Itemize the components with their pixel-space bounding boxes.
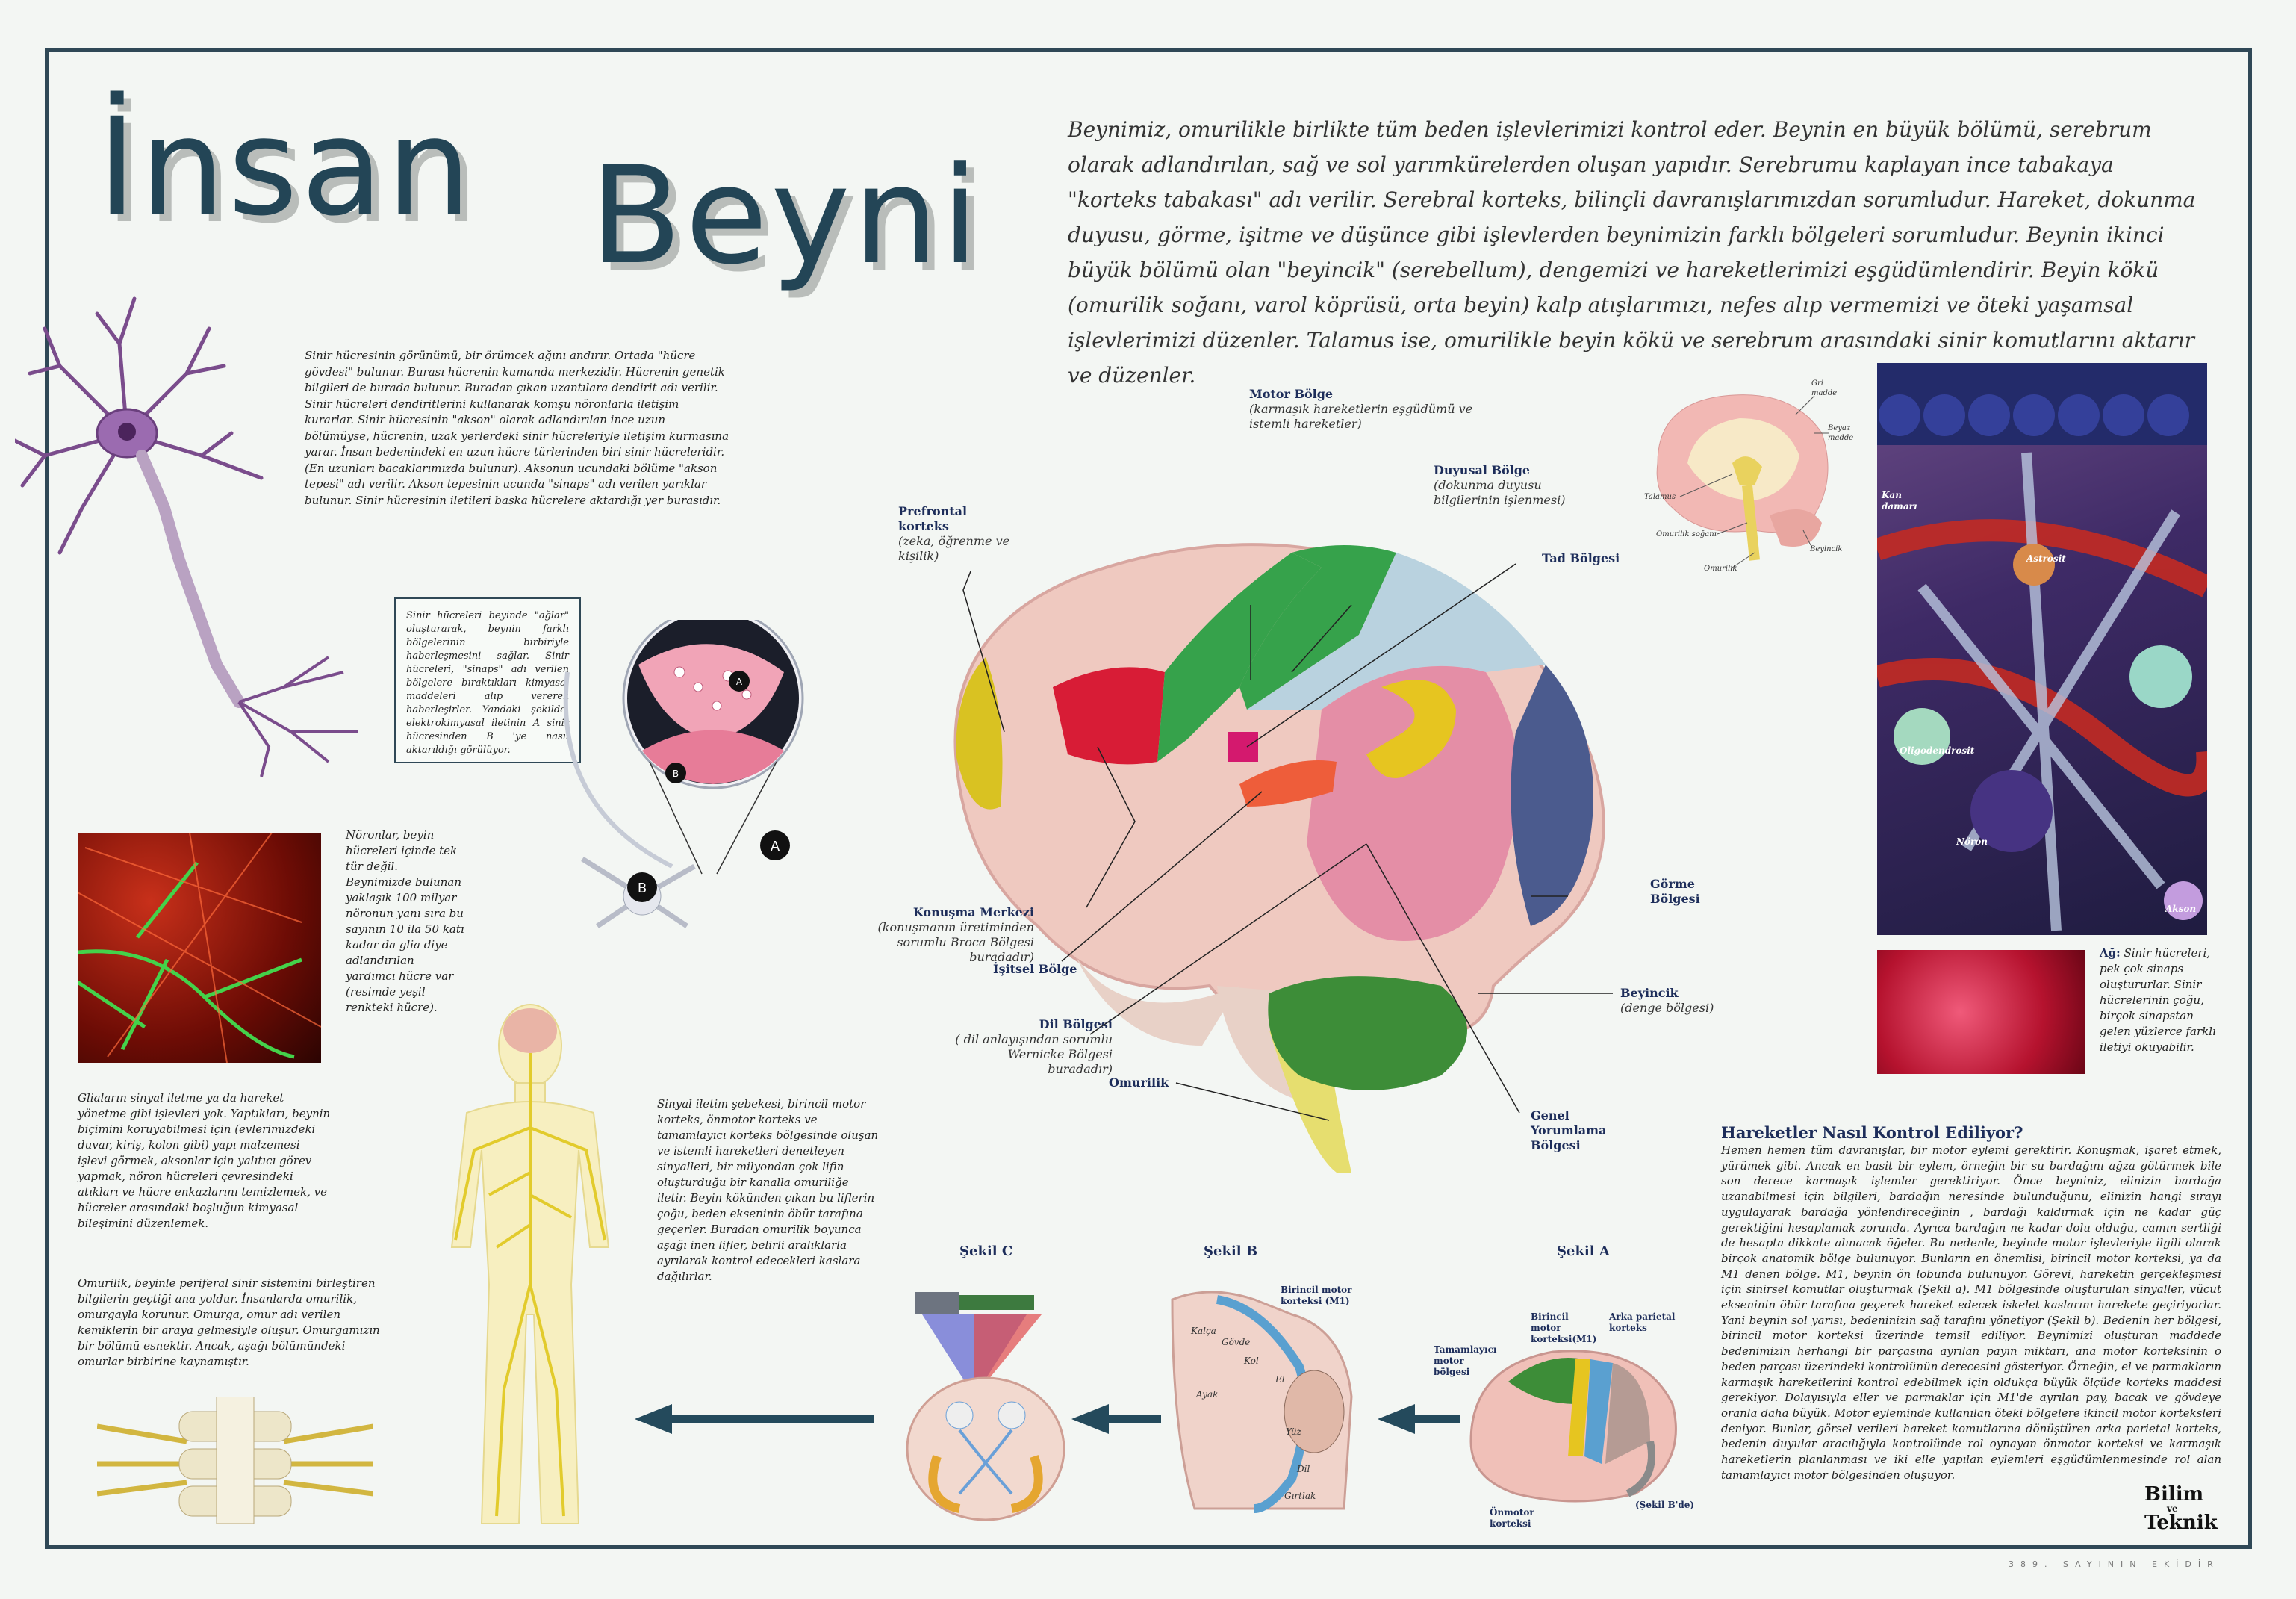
section-label-omurilik-sogani: Omurilik soğanı [1656, 530, 1717, 538]
label-gorme: Görme Bölgesi [1650, 877, 1700, 906]
fig-b-label-dil: Dil [1297, 1464, 1310, 1474]
figure-c-label: Şekil C [959, 1244, 1013, 1259]
synapse-info-text: Sinir hücreleri beyinde "ağlar" oluştura… [406, 610, 569, 756]
fig-a-label-tamam: Tamamlayıcı motor bölgesi [1434, 1344, 1497, 1377]
label-tad: Tad Bölgesi [1542, 551, 1620, 565]
synapse-label-b-small: B [673, 769, 679, 779]
nervous-system-body [450, 1004, 610, 1524]
leader-tad [1246, 563, 1516, 748]
figure-c-illustration [906, 1292, 1065, 1521]
figure-b-label: Şekil B [1204, 1244, 1258, 1259]
neuron-b-marker [627, 872, 657, 902]
poster-frame [45, 48, 2252, 1549]
neurons-count-text: Nöronlar, beyin hücreleri içinde tek tür… [346, 828, 464, 1014]
logo-line1: Bilim [2144, 1483, 2204, 1506]
neuron-a-marker [760, 830, 790, 860]
figure-a-illustration [1469, 1350, 1677, 1503]
tissue-label-astrosit: Astrosit [2026, 553, 2066, 564]
fig-b-label-ayak: Ayak [1196, 1389, 1219, 1400]
title-word-beyni: Beyni [590, 138, 982, 294]
arrow-a-to-b [1378, 1404, 1460, 1434]
label-genel: Genel Yorumlama Bölgesi [1531, 1108, 1607, 1152]
label-beyincik: Beyincik (denge bölgesi) [1620, 986, 1714, 1015]
tissue-label-oligo: Oligodendrosit [1900, 745, 1975, 756]
synapse-label-a: A [771, 839, 780, 854]
fig-b-label-m1: Birincil motor korteksi (M1) [1281, 1285, 1352, 1306]
fig-b-label-yuz: Yüz [1286, 1426, 1301, 1437]
label-isitsel: İşitsel Bölge [993, 962, 1077, 976]
section-label-omurilik: Omurilik [1704, 565, 1737, 573]
logo-ve: ve [2167, 1503, 2178, 1514]
label-konusma: Konuşma Merkezi (konuşmanın üretiminden s… [877, 905, 1035, 964]
bilim-teknik-logo: Bilim ve Teknik [2144, 1485, 2219, 1533]
movement-body: Hemen hemen tüm davranışlar, bir motor e… [1721, 1143, 2221, 1482]
leader-prefrontal [962, 571, 1005, 733]
figure-a-label: Şekil A [1557, 1244, 1610, 1259]
fig-a-label-sekil-b: (Şekil B'de) [1635, 1500, 1695, 1510]
fig-b-label-girtlak: Gırtlak [1284, 1491, 1316, 1501]
label-prefrontal: Prefrontal korteks (zeka, öğrenme ve kişi… [898, 504, 1010, 563]
section-label-beyaz: Beyaz madde [1828, 424, 1854, 442]
neuron-description: Sinir hücresinin görünümü, bir örümcek a… [305, 349, 729, 507]
arrow-c-to-b [1071, 1404, 1161, 1434]
fig-a-label-onmotor: Önmotor korteksi [1490, 1507, 1534, 1529]
network-micrograph [1877, 950, 2085, 1074]
spinal-cord-text: Omurilik, beyinle periferal sinir sistem… [78, 1276, 380, 1368]
footer-text: 389. SAYININ EKİDİR [2009, 1559, 2220, 1569]
label-motor: Motor Bölge (karmaşık hareketlerin eşgüdü… [1249, 387, 1473, 431]
leader-omurilik [1175, 1082, 1330, 1121]
leader-genel [1366, 843, 1520, 1114]
brain-section-diagram [1656, 394, 1829, 568]
leader-konusma [1086, 746, 1136, 908]
figure-b-illustration [1171, 1291, 1353, 1513]
synapse-marker-b [665, 763, 686, 783]
logo-line2: Teknik [2144, 1512, 2218, 1534]
synapse-label-a-small: A [736, 677, 743, 687]
neuron-illustration [15, 296, 358, 777]
synapse-marker-a [729, 671, 750, 692]
tissue-illustration: Kan damarı Astrosit Oligodendrosit Nöron… [1877, 363, 2207, 935]
synapse-illustration: A B B A [563, 620, 804, 928]
leader-isitsel [1061, 791, 1263, 962]
fig-a-label-arka: Arka parietal korteks [1609, 1311, 1676, 1333]
fig-a-label-m1: Birincil motor korteksi(M1) [1531, 1311, 1597, 1344]
section-label-gri: Gri madde [1811, 379, 1838, 397]
fig-b-label-kol: Kol [1244, 1356, 1259, 1366]
movement-heading: Hareketler Nasıl Kontrol Ediliyor? [1721, 1123, 2023, 1142]
tissue-label-noron: Nöron [1956, 836, 1988, 847]
network-text: Ağ: Sinir hücreleri, pek çok sinaps oluş… [2100, 946, 2219, 1055]
network-text-body: Sinir hücreleri, pek çok sinaps oluşturu… [2100, 946, 2216, 1054]
network-text-bold: Ağ: [2100, 946, 2121, 960]
main-brain-diagram [953, 543, 1613, 1173]
leader-duyusal [1291, 604, 1352, 673]
fig-b-label-el: El [1275, 1374, 1285, 1385]
synapse-label-b: B [638, 881, 647, 896]
label-dil: Dil Bölgesi( dil anlayışından sorumlu We… [955, 1017, 1113, 1076]
fig-b-label-kalca: Kalça [1191, 1326, 1216, 1336]
signal-network-text: Sinyal iletim şebekesi, birincil motor k… [657, 1097, 879, 1283]
synapse-info-box: Sinir hücreleri beyinde "ağlar" oluştura… [394, 597, 581, 763]
tissue-label-akson: Akson [2165, 904, 2197, 914]
title-word-insan: İnsan [97, 90, 475, 246]
section-label-beyincik: Beyincik [1810, 545, 1843, 553]
fig-b-label-govde: Gövde [1222, 1337, 1251, 1347]
glia-micrograph [78, 833, 321, 1063]
label-duyusal: Duyusal Bölge (dokunma duyusu bilgilerini… [1434, 463, 1566, 507]
vertebra-illustration [97, 1397, 373, 1524]
arrow-to-body [635, 1404, 874, 1434]
tissue-label-kan: Kan damarı [1882, 490, 1917, 512]
glia-text: Gliaların sinyal iletme ya da hareket yö… [78, 1091, 331, 1230]
label-omurilik: Omurilik [1109, 1075, 1169, 1090]
intro-paragraph: Beynimiz, omurilikle birlikte tüm beden … [1068, 117, 2196, 388]
section-label-talamus: Talamus [1644, 493, 1676, 501]
leader-dil [1089, 843, 1367, 1035]
